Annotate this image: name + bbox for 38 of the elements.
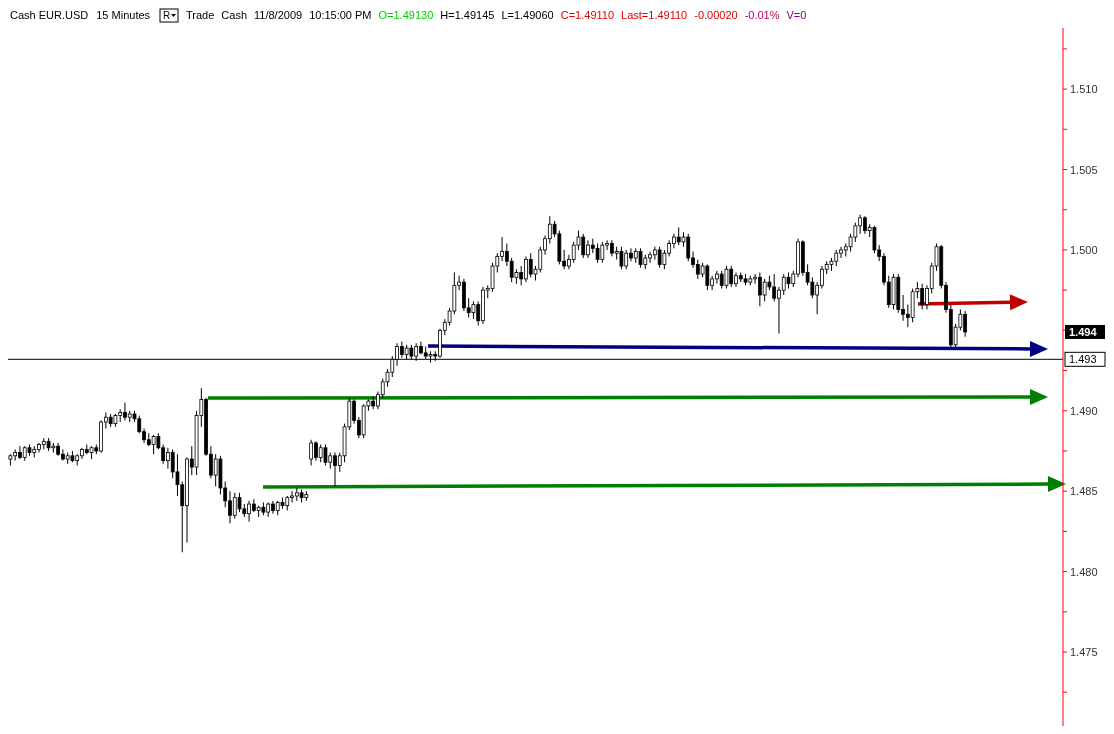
text: 10:15:00 PM <box>309 9 372 21</box>
text: -0.01% <box>744 9 780 21</box>
candlestick <box>786 271 791 290</box>
candlestick <box>27 444 32 457</box>
candlestick <box>89 445 94 460</box>
y-tick-label: 1.500 <box>1070 243 1098 256</box>
candlestick <box>743 273 748 286</box>
candlestick <box>237 492 242 513</box>
text: 1.494 <box>1069 325 1098 338</box>
text: Last=1.49110 <box>621 9 688 21</box>
ref-line-label: 1.493 <box>1069 353 1097 366</box>
candlestick <box>619 246 624 270</box>
y-tick-label: 1.475 <box>1070 646 1098 659</box>
candlestick <box>113 413 118 428</box>
text: V=0 <box>786 9 807 21</box>
y-tick-label: 1.490 <box>1070 404 1098 417</box>
y-tick-label: 1.510 <box>1070 83 1098 96</box>
y-tick-label: 1.505 <box>1070 163 1098 176</box>
text: -0.00020 <box>694 9 738 21</box>
text: Cash <box>221 9 248 21</box>
text: Trade <box>186 9 215 21</box>
candlestick <box>724 265 729 290</box>
text: C=1.49110 <box>560 9 615 21</box>
text: 11/8/2009 <box>254 9 303 21</box>
dropdown-button: R <box>159 8 179 23</box>
text: L=1.49060 <box>501 9 554 21</box>
y-tick-label: 1.485 <box>1070 485 1098 498</box>
text: H=1.49145 <box>440 9 495 21</box>
text: O=1.49130 <box>378 9 434 21</box>
chart-subtitle: 15 Minutes <box>96 9 151 21</box>
chart-title: Cash EUR.USD <box>10 9 89 21</box>
candlestick <box>46 437 51 452</box>
candlestick <box>323 444 328 466</box>
candlestick <box>471 300 476 320</box>
candlestick <box>309 439 314 466</box>
y-tick-label: 1.480 <box>1070 565 1098 578</box>
candlestick <box>638 247 643 269</box>
candlestick <box>829 257 834 272</box>
